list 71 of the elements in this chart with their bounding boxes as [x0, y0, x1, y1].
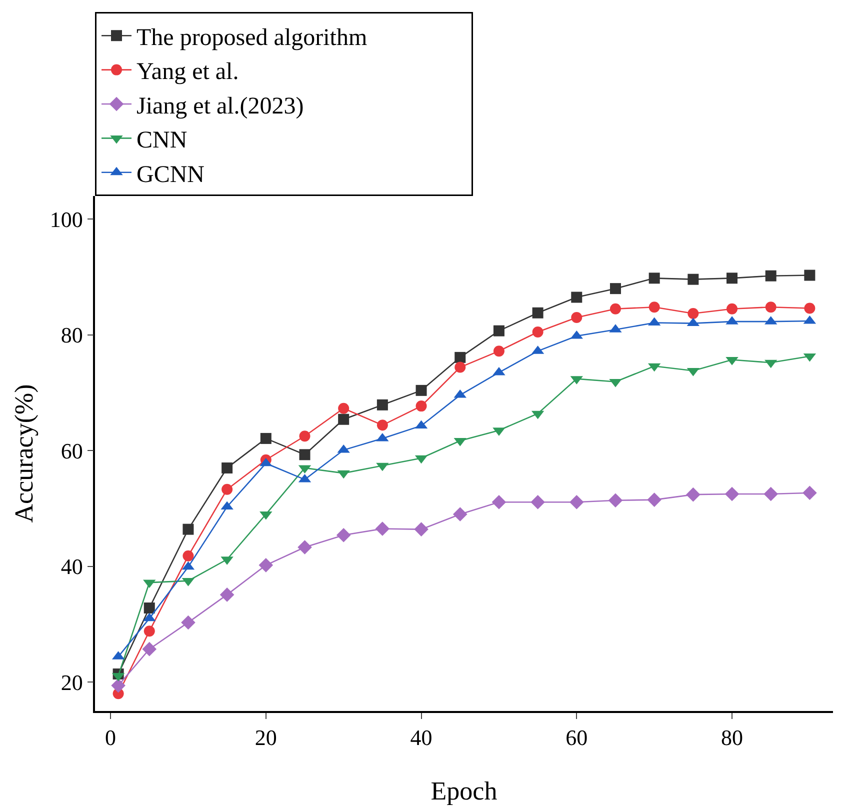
y-tick-label: 40	[60, 554, 83, 580]
point	[111, 678, 126, 693]
point	[222, 462, 233, 474]
point	[260, 432, 272, 444]
point	[220, 588, 234, 602]
x-tick-label: 80	[721, 725, 744, 750]
point	[144, 602, 155, 614]
point	[142, 642, 157, 656]
point	[726, 303, 738, 314]
point	[454, 352, 466, 363]
point	[376, 399, 388, 410]
point	[376, 420, 388, 431]
legend-label: GCNN	[136, 162, 205, 188]
point	[648, 302, 660, 313]
point	[765, 302, 776, 313]
point	[647, 492, 662, 507]
x-axis-title: Epoch	[430, 776, 498, 806]
point	[182, 550, 194, 562]
legend-label: Yang et al.	[136, 59, 239, 86]
point	[416, 400, 427, 412]
point	[416, 384, 427, 396]
point	[530, 494, 545, 510]
point	[532, 326, 544, 338]
point	[181, 615, 196, 630]
point	[454, 362, 466, 373]
point	[493, 346, 504, 357]
point	[610, 303, 621, 314]
point	[452, 507, 468, 522]
point	[688, 274, 699, 285]
point	[688, 308, 699, 319]
point	[298, 540, 312, 554]
point	[764, 486, 778, 502]
y-axis-title: Accuracy(%)	[10, 384, 38, 523]
point	[493, 325, 504, 336]
point	[804, 302, 816, 314]
point	[571, 312, 582, 324]
point	[765, 270, 776, 282]
point	[802, 486, 817, 500]
x-tick-label: 40	[410, 725, 432, 750]
y-tick-label: 80	[60, 322, 83, 348]
point	[222, 484, 233, 495]
legend-label: Jiang et al.(2023)	[136, 93, 304, 120]
point	[338, 402, 350, 414]
point	[299, 430, 310, 442]
point	[375, 522, 390, 536]
point	[726, 272, 738, 284]
point	[338, 414, 350, 425]
legend-label: CNN	[136, 128, 188, 154]
x-tick-label: 0	[105, 725, 116, 750]
point	[571, 292, 582, 303]
y-tick-label: 100	[50, 206, 83, 232]
point	[686, 487, 700, 502]
point	[532, 307, 544, 318]
point	[610, 283, 621, 294]
point	[414, 522, 428, 536]
point	[299, 449, 310, 460]
point	[608, 493, 623, 508]
point	[648, 272, 660, 284]
y-tick-label: 60	[60, 438, 83, 464]
point	[182, 524, 194, 535]
x-tick-label: 60	[566, 725, 588, 750]
point	[144, 626, 155, 637]
x-tick-label: 20	[254, 725, 277, 750]
point	[804, 270, 816, 281]
point	[336, 528, 351, 542]
point	[569, 494, 584, 510]
point	[492, 494, 506, 510]
point	[724, 486, 740, 502]
point	[258, 558, 274, 572]
legend-label: The proposed algorithm	[136, 24, 368, 51]
y-tick-label: 20	[60, 670, 83, 695]
